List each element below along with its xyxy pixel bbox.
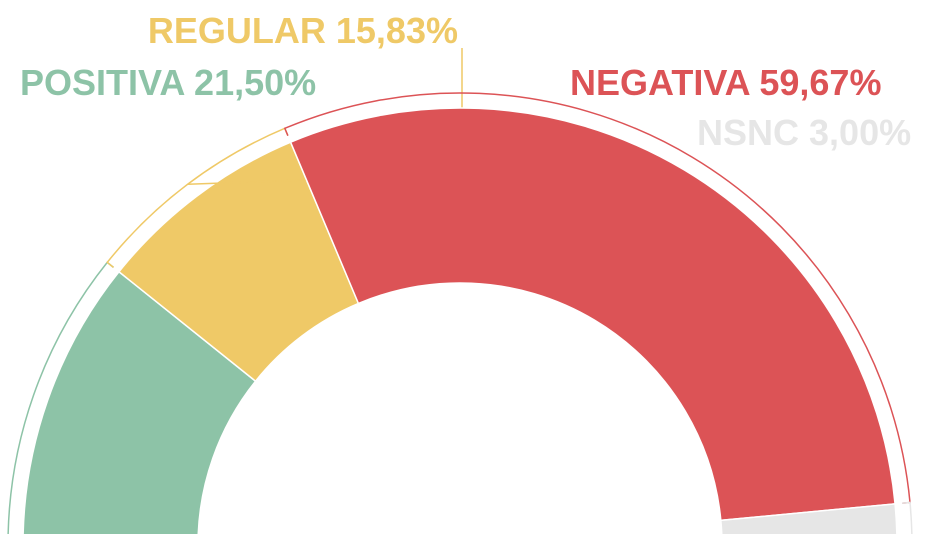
data-label: NEGATIVA 59,67%: [570, 62, 881, 103]
value-label: 59,67%: [759, 62, 881, 103]
category-label: POSITIVA: [20, 62, 185, 103]
segment: [720, 503, 898, 534]
data-label: REGULAR 15,83%: [148, 10, 458, 51]
leader-bracket: [283, 92, 911, 504]
value-label: 3,00%: [809, 112, 911, 153]
leader-bracket: [7, 261, 114, 534]
data-label: POSITIVA 21,50%: [20, 62, 316, 103]
category-label: REGULAR: [148, 10, 326, 51]
value-label: 21,50%: [194, 62, 316, 103]
leader-bracket: [901, 501, 913, 534]
category-label: NSNC: [697, 112, 799, 153]
segment: [289, 107, 896, 522]
value-label: 15,83%: [336, 10, 458, 51]
data-label: NSNC 3,00%: [697, 112, 911, 153]
category-label: NEGATIVA: [570, 62, 751, 103]
